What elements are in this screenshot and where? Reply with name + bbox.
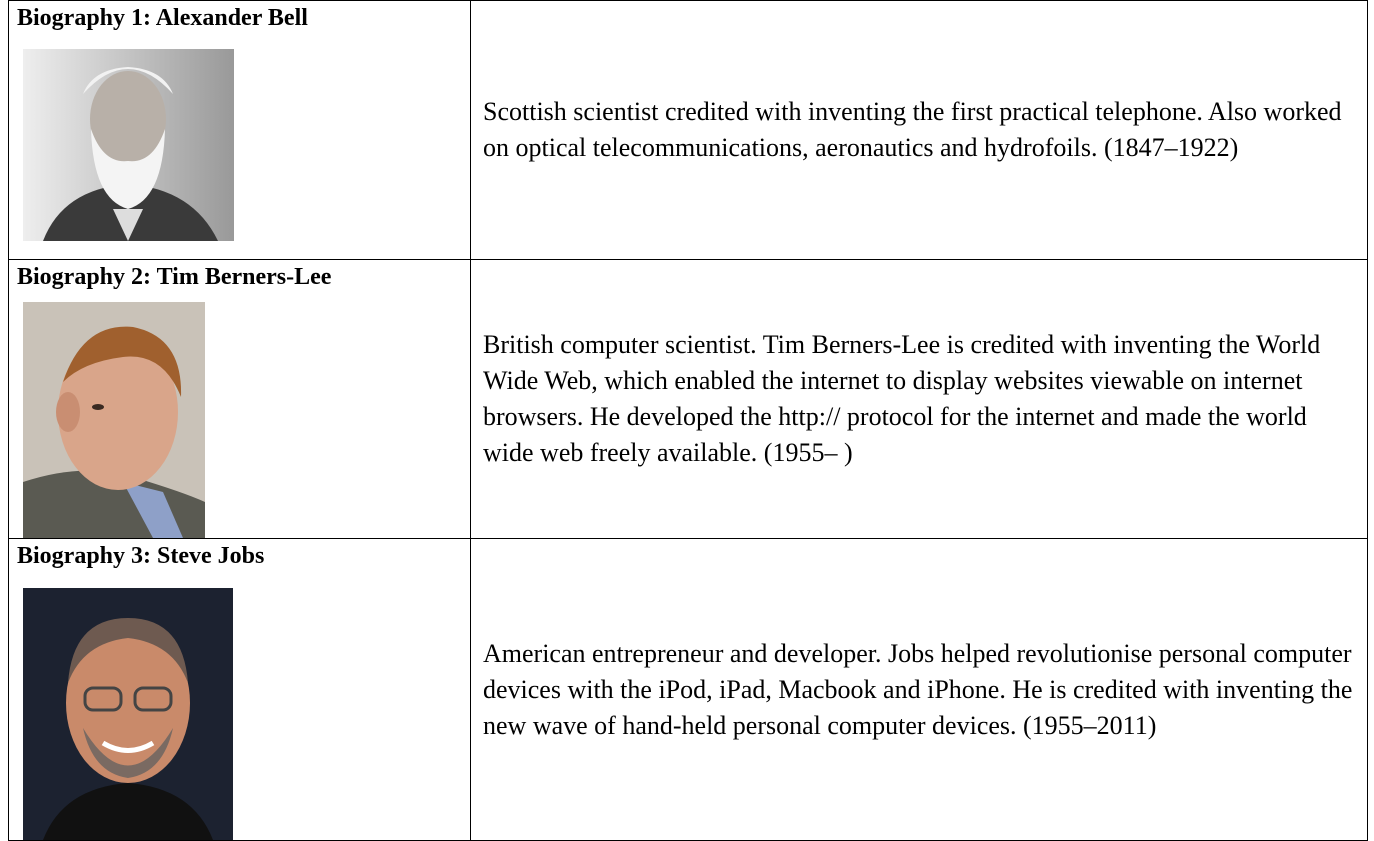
cell: Biography 1: Alexander Bell [8,0,471,260]
row: Biography 2: Tim Berners-Lee British com… [8,259,1368,539]
heading: Biography 2: Tim Berners-Lee [17,264,332,290]
cell: Biography 2: Tim Berners-Lee [8,259,471,539]
cell: Scottish scientist credited with inventi… [470,0,1368,260]
heading: Biography 1: Alexander Bell [17,5,308,31]
row: Biography 1: Alexander Bell Scottish sci… [8,0,1368,260]
row: Biography 3: Steve Jobs American entrepr… [8,538,1368,841]
portrait [23,302,205,538]
cell: American entrepreneur and developer. Job… [470,538,1368,841]
cell: Biography 3: Steve Jobs [8,538,471,841]
cell: British computer scientist. Tim Berners-… [470,259,1368,539]
portrait [23,588,233,840]
description: Scottish scientist credited with inventi… [483,97,1342,162]
description: British computer scientist. Tim Berners-… [483,330,1321,467]
heading: Biography 3: Steve Jobs [17,543,265,569]
description: American entrepreneur and developer. Job… [483,638,1353,740]
portrait [23,49,234,241]
biography-table: Biography 1: Alexander Bell Scottish sci… [8,0,1368,841]
